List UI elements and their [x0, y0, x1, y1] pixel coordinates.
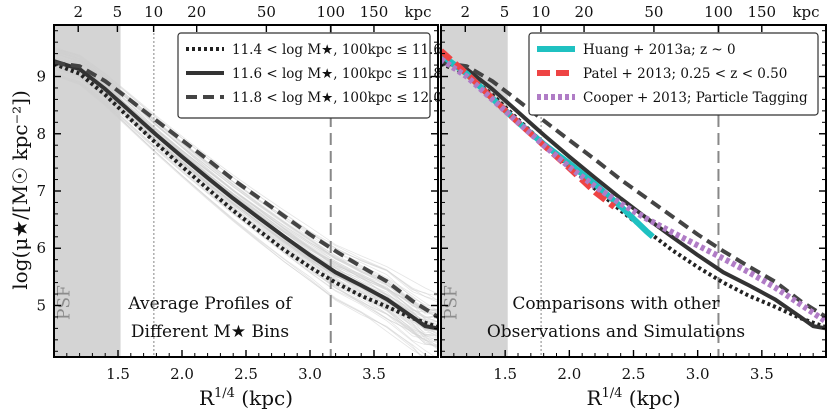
x-tick-label: 3.5	[750, 365, 774, 383]
y-tick-label: 8	[36, 125, 46, 143]
x-tick-label: 2.5	[622, 365, 646, 383]
x-tick-label: 3.0	[298, 365, 322, 383]
top-tick-label: 20	[187, 3, 206, 21]
top-tick-label: 2	[73, 3, 83, 21]
top-tick-label: 10	[531, 3, 550, 21]
y-tick-label: 9	[36, 68, 46, 86]
x-tick-label: 3.5	[362, 365, 386, 383]
top-tick-label: 150	[747, 3, 776, 21]
legend-label: 11.4 < log M★, 100kpc ≤ 11.6	[232, 42, 442, 58]
panel-annotation: Average Profiles of	[127, 294, 293, 314]
individual-profile	[54, 74, 438, 349]
legend-label: Patel + 2013; 0.25 < z < 0.50	[583, 66, 787, 82]
plot-area: PSF	[54, 25, 438, 357]
top-tick-label: 150	[360, 3, 389, 21]
top-tick-label: 2	[461, 3, 471, 21]
individual-profile	[54, 48, 438, 295]
right-panel: PSF 1.5 2.0 2.5 3.0 3.5 2 5 10 20 50 100 150 kpc R1/4 …	[440, 3, 827, 410]
series-line	[54, 59, 438, 331]
y-tick-label: 5	[36, 296, 46, 314]
legend-box	[528, 32, 819, 116]
y-axis-label: log(μ★/[M☉ kpc⁻²])	[8, 90, 32, 290]
series-line	[54, 62, 438, 330]
individual-profile	[54, 74, 426, 357]
series-line	[54, 60, 438, 319]
panel-annotation: Observations and Simulations	[487, 322, 745, 342]
psf-label: PSF	[54, 285, 74, 320]
individual-profile	[54, 65, 438, 341]
top-tick-label: 100	[704, 3, 733, 21]
top-tick-label: 100	[316, 3, 345, 21]
series-line	[441, 60, 826, 319]
top-tick-label: 10	[144, 3, 163, 21]
series-line	[441, 48, 617, 210]
left-panel: PSF 1.5 2.0 2.5 3.0 3.5 5 6 7 8 9 2 5 10 20 50 100 150 kpc…	[36, 3, 442, 410]
x-axis-label: R1/4 (kpc)	[199, 386, 293, 410]
x-axis-label: R1/4 (kpc)	[586, 386, 680, 410]
x-tick-label: 2.5	[234, 365, 258, 383]
psf-label: PSF	[441, 285, 461, 320]
top-axis-unit: kpc	[404, 3, 431, 21]
legend-label: 11.6 < log M★, 100kpc ≤ 11.8	[232, 66, 442, 82]
top-tick-label: 5	[500, 3, 510, 21]
individual-profile	[54, 74, 424, 357]
y-tick-label: 6	[36, 239, 46, 257]
series-line	[441, 56, 826, 324]
x-tick-label: 2.0	[557, 365, 581, 383]
legend-label: Cooper + 2013; Particle Tagging	[583, 90, 808, 106]
x-tick-label: 1.5	[493, 365, 517, 383]
top-tick-label: 50	[257, 3, 276, 21]
y-tick-label: 7	[36, 182, 46, 200]
panel-annotation: Comparisons with other	[512, 294, 720, 314]
top-tick-label: 5	[113, 3, 123, 21]
x-tick-label: 1.5	[106, 365, 130, 383]
legend-label: Huang + 2013a; z ~ 0	[583, 42, 736, 58]
plot-area: PSF	[441, 25, 826, 357]
top-tick-label: 20	[575, 3, 594, 21]
top-tick-label: 50	[644, 3, 663, 21]
legend-label: 11.8 < log M★, 100kpc ≤ 12.0	[232, 90, 442, 106]
panel-annotation: Different M★ Bins	[131, 322, 289, 342]
x-tick-label: 3.0	[686, 365, 710, 383]
top-axis-unit: kpc	[792, 3, 819, 21]
x-tick-label: 2.0	[170, 365, 194, 383]
legend-box	[177, 32, 431, 119]
